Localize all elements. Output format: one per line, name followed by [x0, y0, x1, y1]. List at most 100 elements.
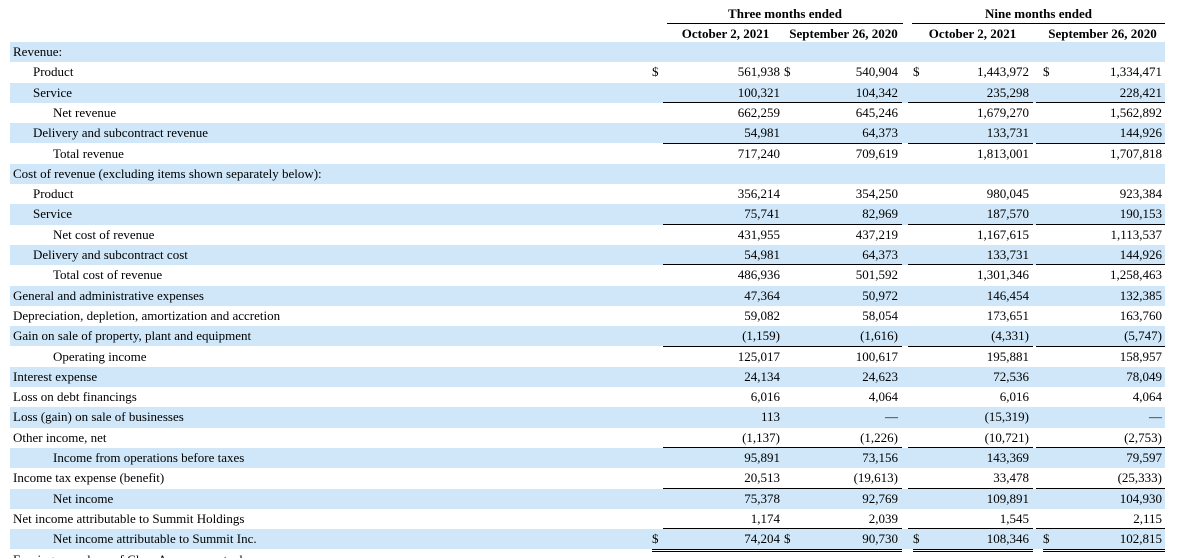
cell-value: 64,373: [862, 125, 898, 141]
cell-value: 33,478: [993, 470, 1029, 486]
cell-value: 1,334,471: [1110, 64, 1162, 80]
cell-value: 1,301,346: [977, 267, 1029, 283]
cell-value: 104,342: [855, 84, 898, 100]
row-label: Product: [33, 64, 74, 80]
row-band: [10, 488, 1165, 509]
cell-value: 187,570: [986, 206, 1029, 222]
total-rule: [781, 345, 902, 347]
cell-value: 1,679,270: [977, 104, 1029, 120]
cell-value: (4,331): [991, 328, 1029, 344]
cell-value: 4,064: [1132, 389, 1162, 405]
total-rule: [663, 447, 784, 448]
cell-value: (25,333): [1117, 470, 1162, 486]
cell-value: 104,930: [1119, 490, 1162, 506]
total-rule: [1036, 101, 1165, 103]
cell-value: 24,623: [862, 368, 898, 384]
total-rule: [781, 142, 902, 144]
cell-value: 100,321: [737, 84, 780, 100]
row-band: [10, 285, 1165, 306]
cell-value: 125,017: [737, 348, 780, 364]
cell-value: 95,891: [744, 450, 780, 465]
row-label: Cost of revenue (excluding items shown s…: [13, 165, 322, 181]
row-label: Revenue:: [13, 44, 63, 59]
cell-value: (15,319): [984, 409, 1029, 425]
total-rule: [1036, 447, 1165, 448]
row-band: [10, 163, 1165, 185]
total-rule: [908, 142, 1033, 144]
cell-value: 235,298: [986, 84, 1029, 100]
row-label: Net cost of revenue: [53, 226, 155, 242]
total-rule: [663, 345, 784, 347]
cell-value: 158,957: [1119, 348, 1162, 364]
cell-value: 113: [760, 409, 780, 425]
cell-value: —: [1149, 409, 1162, 425]
cell-value: 75,378: [744, 490, 780, 506]
cell-value: 709,619: [855, 145, 898, 161]
column-header: September 26, 2020: [789, 26, 898, 41]
cell-value: (5,747): [1124, 328, 1162, 344]
cell-value: 144,926: [1119, 125, 1162, 141]
total-rule: [1036, 223, 1165, 225]
cell-value: 1,562,892: [1110, 104, 1162, 120]
cell-value: (1,159): [742, 328, 780, 344]
row-band: [10, 42, 1165, 63]
total-rule: [781, 447, 902, 448]
cell-value: (19,613): [853, 470, 898, 486]
cell-value: 1,545: [999, 510, 1029, 526]
column-header: September 26, 2020: [1048, 26, 1157, 41]
row-label: Net income attributable to Summit Holdin…: [13, 510, 245, 526]
double-rule: [1043, 548, 1165, 552]
row-label: Earnings per share of Class A common sto…: [13, 550, 250, 558]
cell-value: 2,115: [1133, 510, 1162, 526]
total-rule: [908, 101, 1033, 103]
currency-sign: $: [784, 531, 791, 547]
cell-value: 59,082: [744, 307, 780, 323]
currency-sign: $: [784, 64, 791, 80]
cell-value: 58,054: [862, 307, 898, 323]
row-label: Service: [33, 206, 72, 222]
cell-value: 143,369: [986, 450, 1029, 465]
cell-value: 1,174: [750, 510, 780, 526]
cell-value: 2,039: [868, 510, 898, 526]
cell-value: 92,769: [862, 490, 898, 506]
row-label: Total cost of revenue: [53, 267, 163, 283]
cell-value: 228,421: [1119, 84, 1162, 100]
cell-value: 717,240: [737, 145, 780, 161]
row-label: Depreciation, depletion, amortization an…: [13, 307, 281, 323]
row-band: [10, 529, 1165, 550]
cell-value: 75,741: [744, 206, 780, 222]
cell-value: 73,156: [862, 450, 898, 465]
total-rule: [663, 101, 784, 103]
cell-value: 132,385: [1119, 287, 1162, 303]
row-band: [10, 366, 1165, 388]
currency-sign: $: [913, 531, 920, 547]
cell-value: 1,443,972: [977, 64, 1029, 80]
cell-value: —: [885, 409, 898, 425]
cell-value: 354,250: [855, 186, 898, 202]
double-rule: [784, 548, 902, 552]
cell-value: 146,454: [986, 287, 1029, 303]
total-rule: [908, 264, 1033, 266]
cell-value: 24,134: [744, 368, 780, 384]
row-label: Income tax expense (benefit): [13, 470, 165, 486]
double-rule: [652, 548, 784, 552]
cell-value: 82,969: [862, 206, 898, 222]
cell-value: 50,972: [862, 287, 898, 303]
row-band: [10, 204, 1165, 225]
row-label: Total revenue: [53, 145, 124, 161]
currency-sign: $: [913, 64, 920, 80]
cell-value: 923,384: [1119, 186, 1162, 202]
total-rule: [908, 487, 1033, 489]
cell-value: 133,731: [986, 125, 1029, 141]
cell-value: 4,064: [868, 389, 898, 405]
row-label: Service: [33, 84, 72, 100]
cell-value: 109,891: [986, 490, 1029, 506]
row-band: [10, 407, 1165, 428]
currency-sign: $: [652, 64, 659, 80]
cell-value: 90,730: [862, 531, 898, 547]
row-label: Product: [33, 186, 74, 202]
cell-value: 6,016: [750, 389, 780, 405]
row-label: Gain on sale of property, plant and equi…: [13, 328, 252, 344]
row-label: Net revenue: [53, 104, 117, 120]
